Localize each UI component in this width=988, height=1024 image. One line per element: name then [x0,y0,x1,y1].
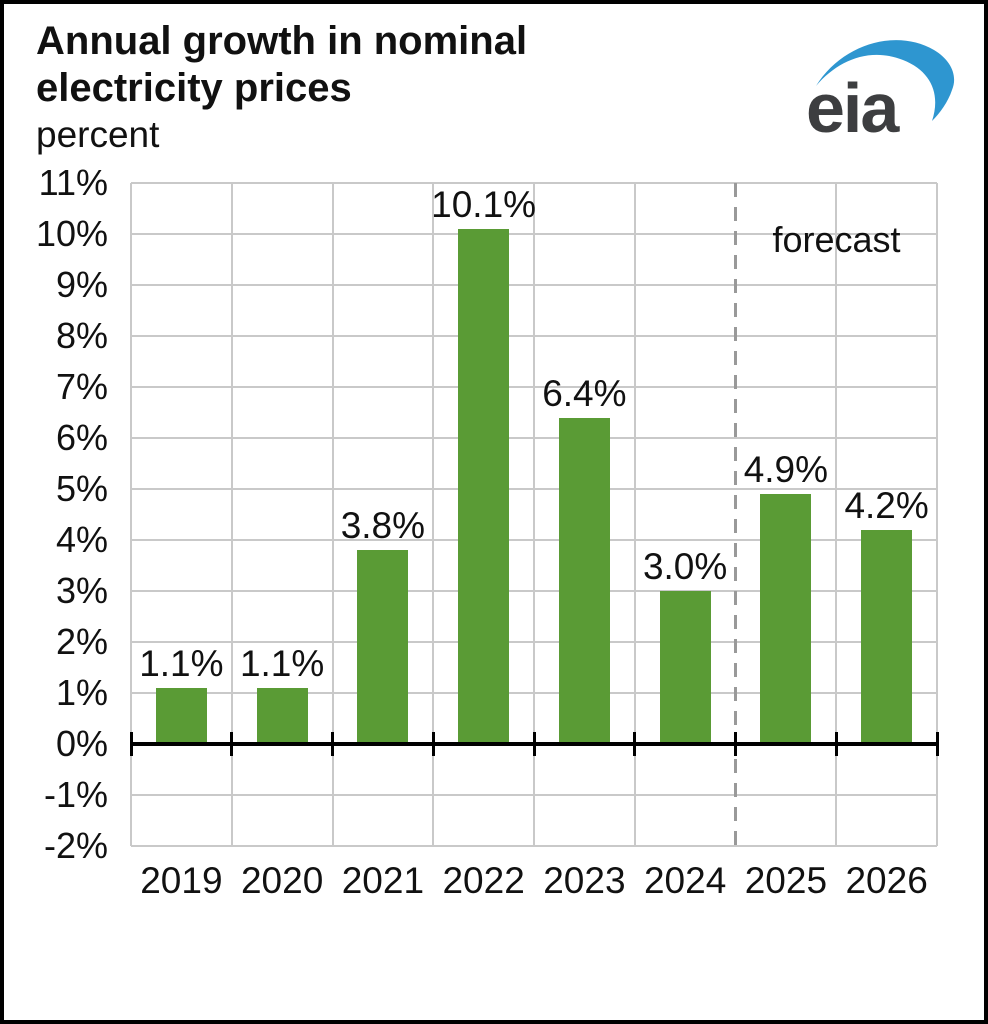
bar-2021 [357,550,409,744]
x-axis-label: 2025 [744,860,828,901]
y-axis-tick-label: 11% [38,162,108,203]
bar-2019 [155,687,207,744]
y-axis-tick-label: -2% [43,825,108,866]
bar-chart: 11% 10% 9% 8% 7% 6% 5% 4% 3% 2% 1% 0% -1% -2% 1.1% 2019… [4,4,984,1020]
y-axis-tick-label: 2% [55,621,108,662]
gridline-vertical [936,183,938,846]
axis-tick [935,732,939,756]
y-axis-tick-label: 6% [55,417,108,458]
eia-logo-graphic: eia [806,40,955,147]
axis-tick [532,732,536,756]
gridline-vertical [835,183,838,846]
chart-units-label: percent [36,114,160,155]
bar-value-label: 3.8% [340,505,426,547]
gridline-vertical [130,183,132,846]
gridline-vertical [331,183,334,846]
axis-tick [230,732,234,756]
bar-2026 [861,529,913,744]
bar-value-label: 4.9% [743,449,829,491]
x-axis-label: 2021 [341,860,425,901]
gridline-vertical [633,183,636,846]
eia-logo: eia [804,34,964,147]
axis-tick [734,732,737,756]
bar-value-label: 10.1% [431,183,537,225]
gridline-vertical [533,183,535,846]
eia-logo-swoosh-icon [816,40,955,121]
y-axis-tick-label: 1% [55,672,108,713]
bar-value-label: 1.1% [139,642,224,684]
eia-logo-text: eia [806,69,900,144]
bar-2023 [558,417,610,744]
axis-tick [331,732,334,756]
bar-value-label: 4.2% [844,484,929,526]
axis-tick [633,732,637,756]
y-axis-tick-label: 3% [55,570,108,611]
x-axis-label: 2019 [140,860,223,901]
bar-2020 [256,687,308,744]
axis-tick [129,732,133,756]
forecast-label: forecast [772,219,901,260]
x-axis-label: 2026 [845,860,928,901]
chart-title: Annual growth in nominal electricity pri… [36,19,528,110]
forecast-divider-line [734,183,737,846]
y-axis-tick-label: 8% [55,315,108,356]
axis-tick [431,732,435,756]
gridline-vertical [432,183,435,846]
bar-value-label: 6.4% [542,372,627,414]
bar-2025 [760,494,812,744]
y-axis-tick-label: 9% [55,264,108,305]
x-axis-label: 2023 [543,860,626,901]
bar-value-label: 3.0% [642,546,728,587]
y-axis-tick-label: 4% [55,519,108,560]
x-axis-label: 2020 [240,860,324,901]
bar-2024 [659,591,711,744]
y-axis-tick-label: 10% [35,213,108,254]
y-axis-tick-label: 5% [55,468,108,509]
x-axis-label: 2024 [643,860,727,901]
x-axis-label: 2022 [442,860,525,901]
bar-value-label: 1.1% [239,642,325,684]
axis-tick [834,732,838,756]
y-axis-tick-label: 0% [55,723,108,764]
y-axis-tick-label: 7% [55,366,108,407]
y-axis-tick-label: -1% [43,774,108,815]
gridline-horizontal [131,845,937,847]
gridline-vertical [230,183,233,846]
bar-2022 [458,228,510,744]
